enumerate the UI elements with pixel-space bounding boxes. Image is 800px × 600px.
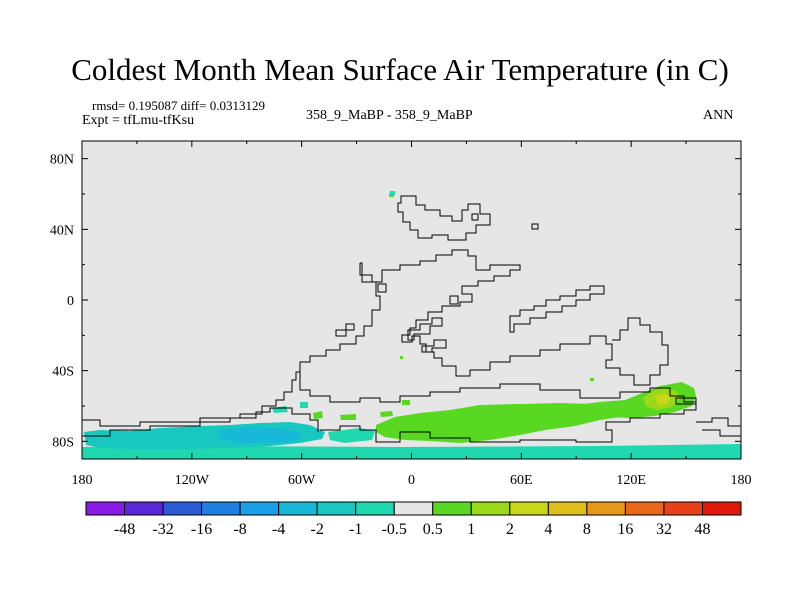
anomaly-region-antarctic-band [82,444,741,459]
anomaly-region-ross-peak [655,393,671,405]
coastline-antarctic-west [82,371,300,427]
anomaly-region-amundsen-sector [218,427,300,443]
x-tick-label: 120E [616,473,646,488]
coastline-small-islands [335,213,539,337]
anomaly-fields [82,191,741,459]
colorbar-level-label: 1 [467,521,475,538]
colorbar-level-label: 48 [694,521,710,538]
colorbar-swatch [201,501,241,516]
colorbar-level-label: -48 [114,521,135,538]
colorbar-swatch [509,501,549,516]
x-tick-label: 60E [510,473,533,488]
coastline-ross-sector [675,397,741,437]
colorbar-swatch [239,501,280,516]
x-tick-label: 60W [288,473,316,488]
colorbar-swatch [663,501,703,516]
coastline-antarctic-inner [82,407,319,437]
coastline-north-pangea [359,249,669,386]
y-tick-label: 40S [52,365,74,380]
coastline-east-arm [509,285,605,333]
coastline-main-continent [397,195,491,241]
colorbar-level-label: 2 [506,521,514,538]
colorbar [85,501,742,516]
colorbar-labels: -48 -32 -16 -8 -4 -2 -1 -0.5 0.5 1 2 4 8 16 32 48 [114,521,711,538]
colorbar-level-label: -16 [191,521,212,538]
colorbar-level-label: -8 [233,521,246,538]
colorbar-level-label: 4 [544,521,552,538]
rmsd-diff-stats: rmsd= 0.195087 diff= 0.0313129 [92,98,265,113]
colorbar-swatch [85,501,126,516]
colorbar-swatch [547,501,588,516]
colorbar-level-label: -4 [272,521,285,538]
y-tick-label: 0 [67,294,74,309]
colorbar-swatch [586,501,626,516]
colorbar-swatch [278,501,318,516]
y-tick-label: 40N [50,223,74,238]
coastline-tethys-islands [407,317,447,353]
x-tick-label: 120W [175,473,210,488]
colorbar-level-label: 0.5 [423,521,443,538]
colorbar-swatch [355,501,395,516]
colorbar-swatch [124,501,164,516]
colorbar-swatch [316,501,357,516]
anomaly-region-weddell-sector [328,428,375,443]
colorbar-level-label: -32 [152,521,173,538]
colorbar-level-label: 16 [617,521,633,538]
colorbar-swatch [624,501,665,516]
y-tick-label: 80S [52,435,74,450]
colorbar-level-label: 8 [583,521,591,538]
season-label: ANN [703,108,734,123]
colorbar-swatch [701,501,742,516]
colorbar-swatch [162,501,203,516]
anomaly-region-green-spots [313,400,410,420]
coastlines [82,195,741,443]
coastline-south-margin [299,372,697,443]
x-tick-label: 180 [731,473,752,488]
colorbar-swatch [470,501,511,516]
experiment-label: Expt = tfLmu-tfKsu [82,113,195,128]
chart-title: Coldest Month Mean Surface Air Temperatu… [71,52,729,87]
x-tick-label: 180 [72,473,93,488]
axis-ticks [81,141,742,459]
colorbar-level-label: -2 [311,521,324,538]
coastline-south-pangea [299,262,381,372]
anomaly-region-cyan-spot-north [390,191,395,195]
x-tick-label: 0 [408,473,415,488]
y-tick-label: 80N [50,153,74,168]
colorbar-level-label: 32 [656,521,672,538]
axis-tick-labels: 180 120W 60W 0 60E 120E 180 80N 40N 0 40S 80S [50,153,752,488]
colorbar-level-label: -1 [349,521,362,538]
colorbar-level-label: -0.5 [382,521,407,538]
colorbar-swatch [432,501,472,516]
case-names: 358_9_MaBP - 358_9_MaBP [306,108,473,123]
colorbar-swatch [393,501,434,516]
